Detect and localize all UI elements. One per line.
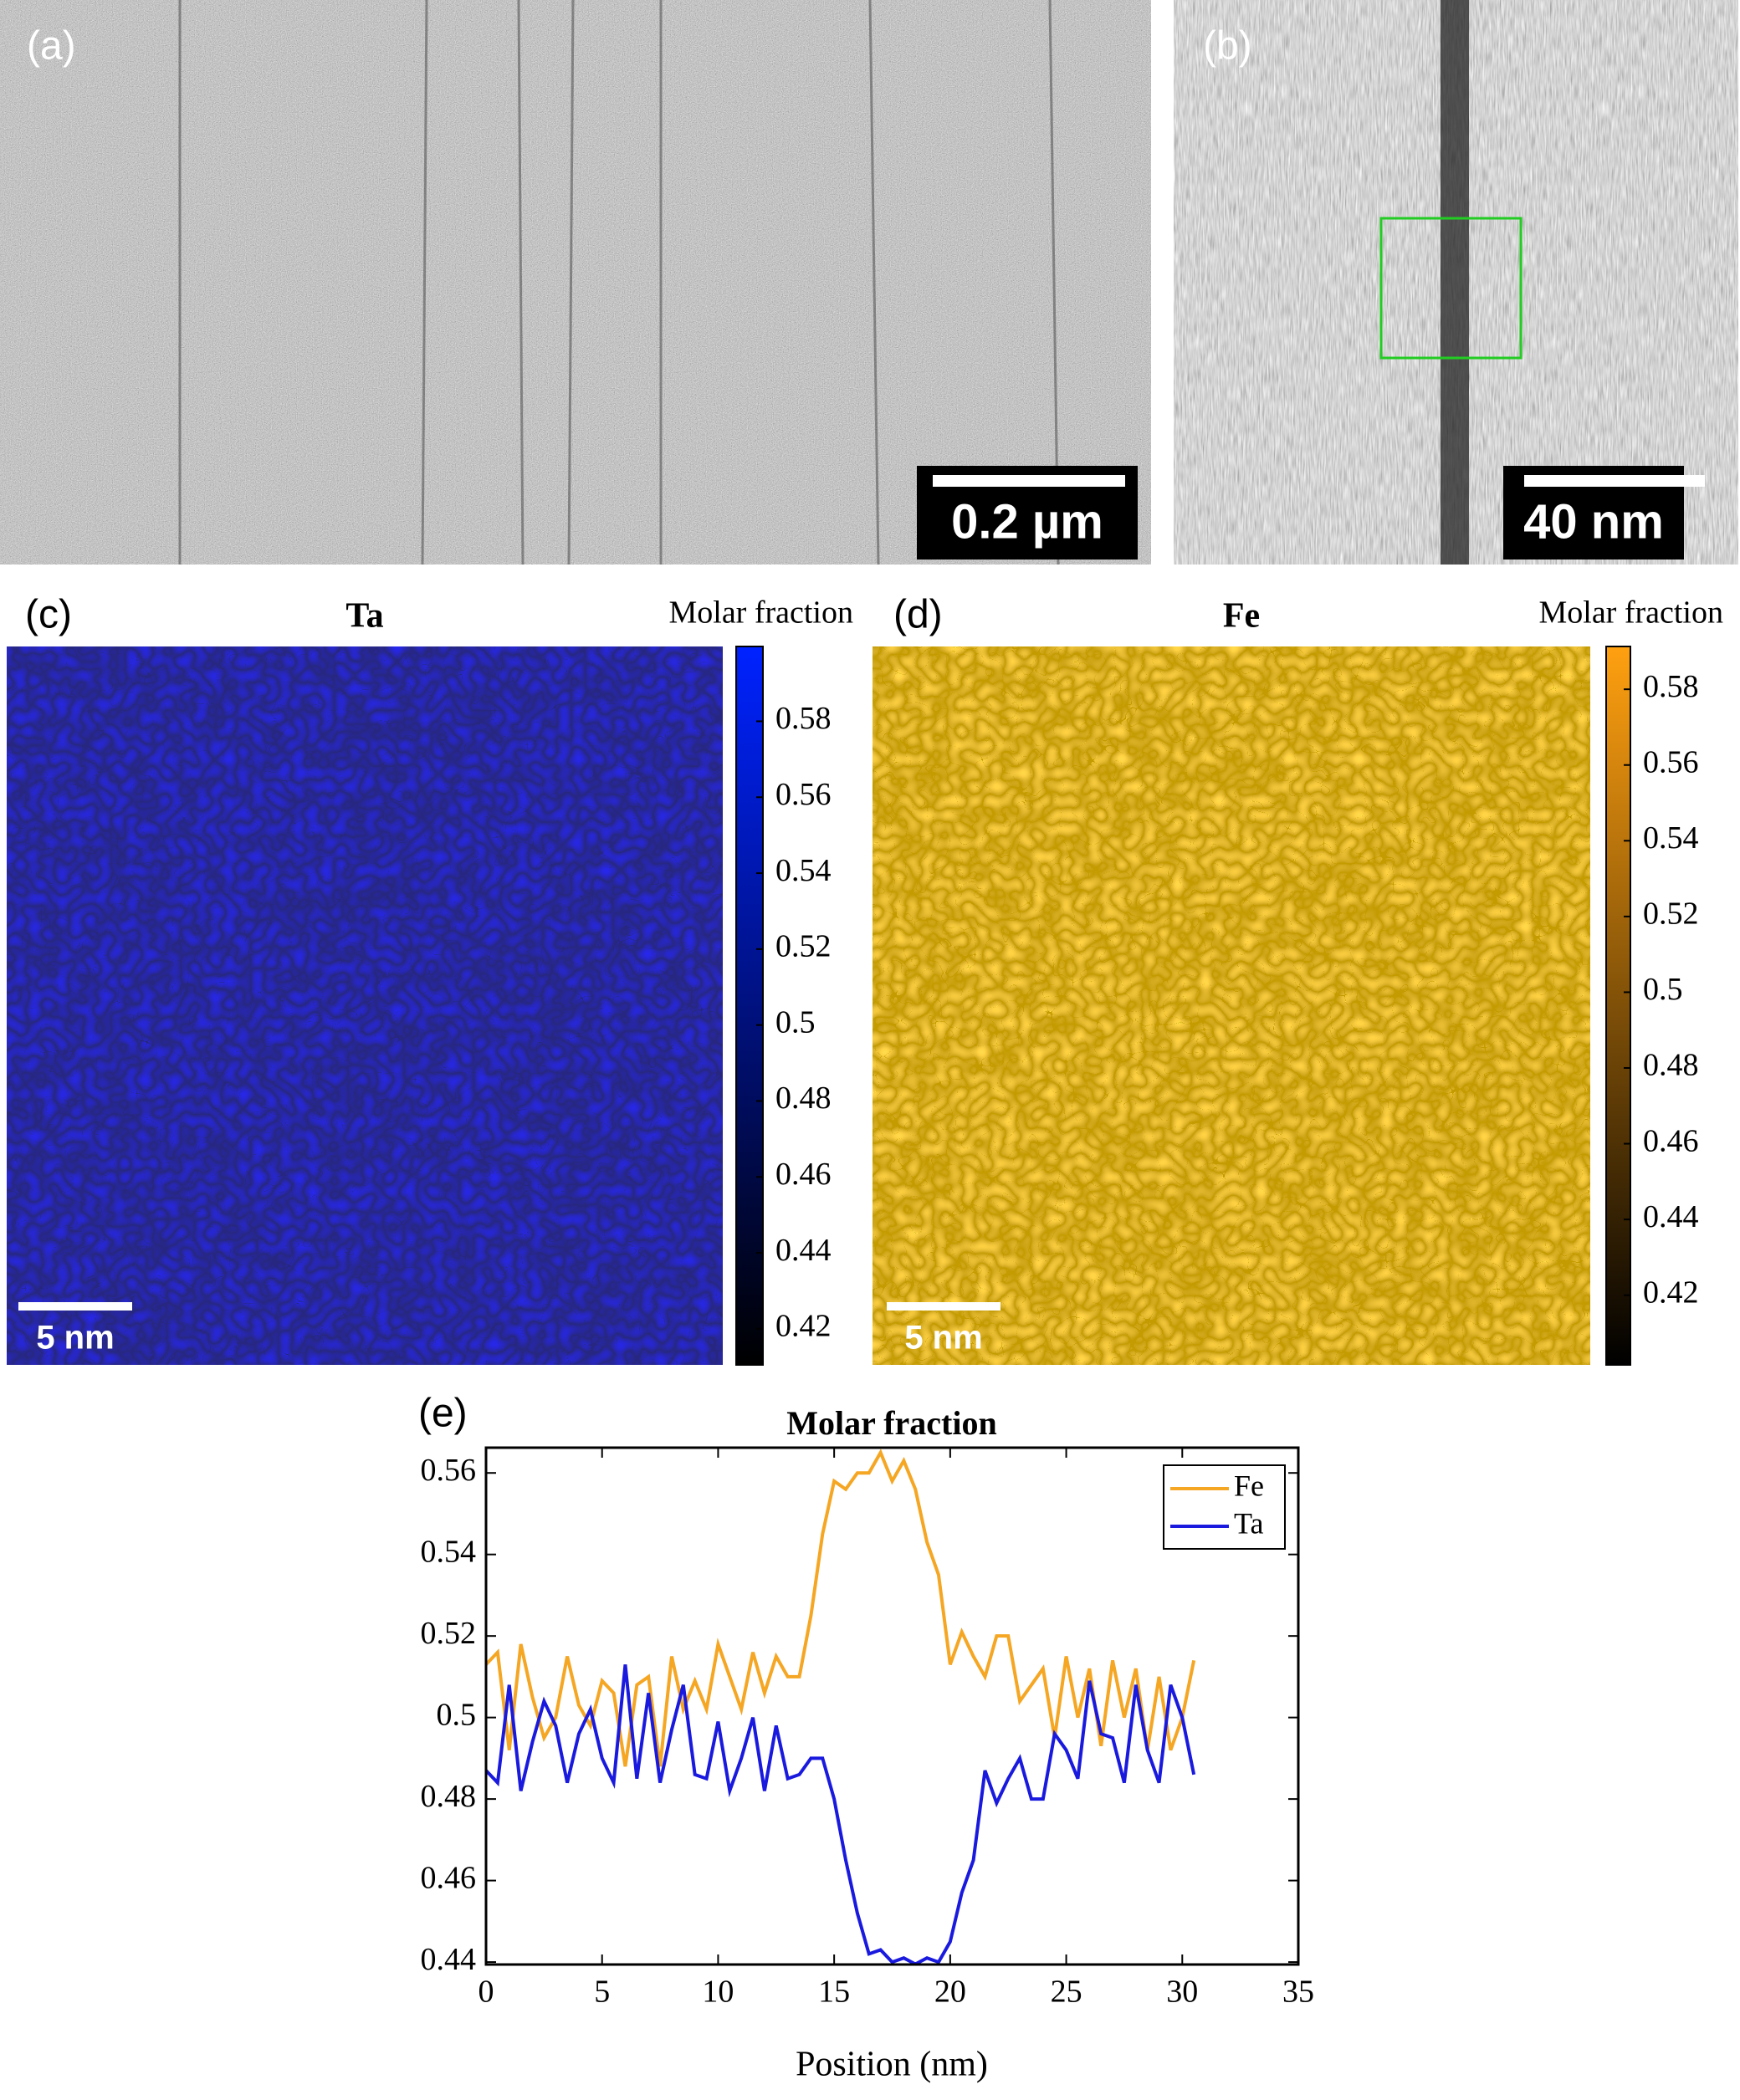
x-tick-label: 20 bbox=[934, 1975, 966, 2010]
heatmap bbox=[873, 646, 1590, 1365]
y-tick-label: 0.44 bbox=[421, 1942, 477, 1977]
colorbar-tick-label: 0.5 bbox=[1643, 972, 1683, 1007]
colorbar-tick-label: 0.54 bbox=[1643, 820, 1699, 856]
scale-bar-label: 40 nm bbox=[1523, 494, 1664, 549]
scale-bar bbox=[887, 1302, 1000, 1311]
colorbar-tick-label: 0.58 bbox=[775, 701, 832, 736]
colorbar-tick-label: 0.48 bbox=[1643, 1048, 1699, 1083]
colorbar bbox=[1605, 646, 1631, 1366]
colorbar-label: Molar fraction bbox=[668, 595, 853, 631]
colorbar-tick-label: 0.56 bbox=[1643, 744, 1699, 779]
plot-frame bbox=[484, 1446, 1300, 1966]
y-tick-label: 0.48 bbox=[421, 1779, 477, 1814]
map-title: Fe bbox=[1223, 597, 1260, 636]
scale-bar-label: 5 nm bbox=[904, 1320, 982, 1357]
x-tick-label: 10 bbox=[702, 1975, 734, 2010]
colorbar-tick-label: 0.54 bbox=[775, 853, 832, 888]
chart-title: Molar fraction bbox=[786, 1404, 996, 1442]
heatmap bbox=[7, 646, 723, 1365]
colorbar-tick-label: 0.48 bbox=[775, 1081, 832, 1116]
x-tick-label: 35 bbox=[1282, 1975, 1314, 2010]
y-tick-label: 0.56 bbox=[421, 1453, 477, 1488]
colorbar-tick-label: 0.56 bbox=[775, 777, 832, 812]
x-tick-label: 30 bbox=[1166, 1975, 1198, 2010]
x-tick-label: 5 bbox=[594, 1975, 610, 2010]
y-tick-label: 0.46 bbox=[421, 1860, 477, 1895]
x-tick-label: 25 bbox=[1051, 1975, 1082, 2010]
colorbar-tick-label: 0.46 bbox=[1643, 1123, 1699, 1158]
y-tick-label: 0.54 bbox=[421, 1534, 477, 1569]
x-tick-label: 0 bbox=[478, 1975, 494, 2010]
series-line bbox=[486, 1449, 1196, 1767]
y-tick-label: 0.52 bbox=[421, 1616, 477, 1651]
boundary-b bbox=[1441, 0, 1469, 565]
selection-box bbox=[1379, 217, 1522, 360]
colorbar-label: Molar fraction bbox=[1538, 595, 1723, 631]
colorbar-tick-label: 0.42 bbox=[775, 1309, 832, 1344]
panel-label: (d) bbox=[893, 593, 943, 637]
colorbar-tick-label: 0.52 bbox=[1643, 897, 1699, 932]
legend-box bbox=[1163, 1464, 1286, 1550]
colorbar-tick-label: 0.5 bbox=[775, 1004, 816, 1040]
panel-label: (e) bbox=[418, 1392, 468, 1436]
scale-bar bbox=[1524, 475, 1705, 487]
y-tick-label: 0.5 bbox=[437, 1697, 477, 1732]
colorbar-tick-label: 0.44 bbox=[1643, 1199, 1699, 1234]
colorbar-tick-label: 0.42 bbox=[1643, 1275, 1699, 1310]
colorbar bbox=[735, 646, 764, 1366]
scale-bar bbox=[18, 1302, 132, 1311]
colorbar-tick-label: 0.44 bbox=[775, 1233, 832, 1268]
map-title: Ta bbox=[345, 597, 383, 636]
panel-label: (c) bbox=[25, 593, 72, 637]
colorbar-tick-label: 0.58 bbox=[1643, 669, 1699, 704]
scale-bar-label: 0.2 µm bbox=[951, 494, 1103, 549]
x-axis-label: Position (nm) bbox=[796, 2046, 988, 2084]
panel-label: (a) bbox=[27, 24, 76, 69]
colorbar-tick-label: 0.52 bbox=[775, 929, 832, 964]
panel-label: (b) bbox=[1203, 24, 1252, 69]
colorbar-tick-label: 0.46 bbox=[775, 1157, 832, 1192]
scale-bar-label: 5 nm bbox=[36, 1320, 114, 1357]
legend-label: Ta bbox=[1234, 1506, 1263, 1540]
x-tick-label: 15 bbox=[818, 1975, 850, 2010]
scale-bar bbox=[933, 475, 1125, 487]
series-line bbox=[486, 1664, 1196, 1965]
legend-label: Fe bbox=[1234, 1469, 1264, 1502]
